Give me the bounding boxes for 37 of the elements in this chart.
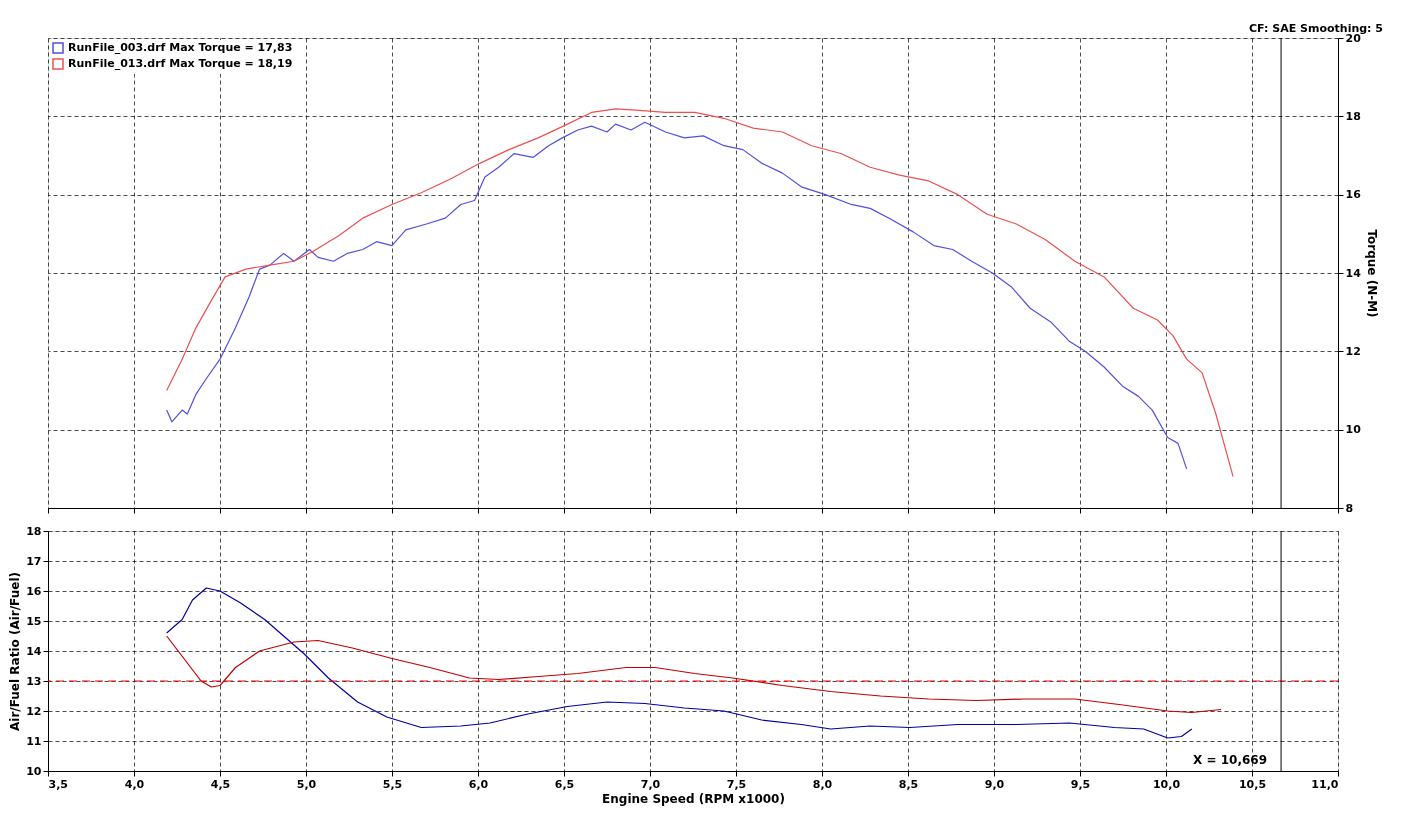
y2-tick-label: 8	[1345, 501, 1354, 515]
y2-tick-label: 12	[1345, 344, 1361, 358]
x-tick-label: 10,5	[1238, 777, 1267, 791]
y-tick-label: 10	[26, 764, 42, 778]
x-tick-label: 6,5	[554, 777, 575, 791]
y2-tick-label: 18	[1345, 109, 1361, 123]
y2-tick-label: 16	[1345, 188, 1362, 202]
y-tick-label: 13	[26, 674, 42, 688]
x-tick-label: 7,5	[726, 777, 747, 791]
x-tick-label: 9,0	[984, 777, 1005, 791]
y2-tick-label: 14	[1345, 266, 1362, 280]
x-tick-label: 3,5	[48, 777, 68, 791]
x-tick-label: 9,5	[1070, 777, 1091, 791]
x-tick-label: 6,0	[468, 777, 489, 791]
x-tick-label: 4,0	[124, 777, 145, 791]
x-tick-label: 8,5	[898, 777, 919, 791]
y-tick-label: 14	[26, 644, 42, 658]
y-tick-label: 18	[26, 524, 42, 538]
x-tick-label: 8,0	[812, 777, 833, 791]
legend-label: RunFile_013.drf Max Torque = 18,19	[68, 57, 293, 70]
y2-axis-title: Torque (N-M)	[1364, 229, 1379, 318]
x-tick-label: 4,5	[210, 777, 231, 791]
x-tick-label: 5,5	[382, 777, 403, 791]
y2-tick-label: 10	[1345, 423, 1362, 437]
y-tick-label: 15	[26, 614, 42, 628]
y-tick-label: 16	[26, 584, 42, 598]
x-tick-label: 5,0	[296, 777, 317, 791]
y-tick-label: 17	[26, 554, 42, 568]
y-axis-title: Air/Fuel Ratio (Air/Fuel)	[8, 572, 23, 731]
x-tick-label: 7,0	[640, 777, 661, 791]
legend-label: RunFile_003.drf Max Torque = 17,83	[68, 41, 293, 54]
y-tick-label: 11	[26, 734, 42, 748]
x-tick-label: 11,0	[1311, 777, 1339, 791]
ref-line-label: X = 10,669	[1193, 753, 1268, 767]
y-tick-label: 12	[26, 704, 42, 718]
x-axis-title: Engine Speed (RPM x1000)	[602, 791, 785, 806]
x-tick-label: 10,0	[1152, 777, 1181, 791]
